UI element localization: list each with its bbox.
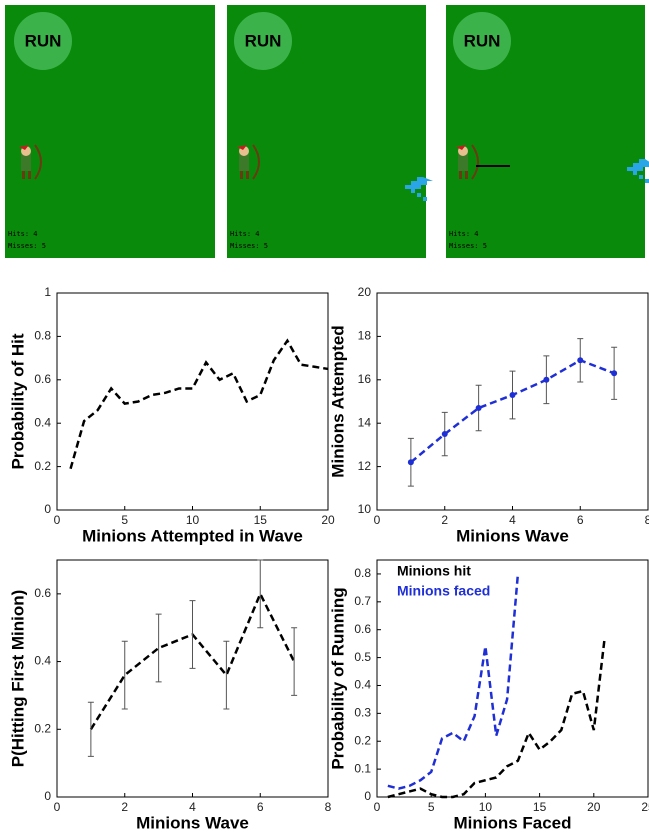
screen: RUN Hits: 4 Misses: 5 (5, 5, 215, 258)
y-tick-label: 0.6 (34, 586, 51, 600)
run-label[interactable]: RUN (245, 31, 282, 50)
data-line (71, 341, 328, 469)
x-tick-label: 2 (121, 800, 128, 814)
x-tick-label: 5 (428, 800, 435, 814)
x-tick-label: 20 (321, 513, 335, 527)
data-point (611, 370, 617, 376)
data-point (510, 392, 516, 398)
figure: RUN Hits: 4 Misses: 5 RUN Hits: 4 Misses… (0, 0, 649, 833)
hits-text: Hits: 4 (230, 230, 260, 238)
y-tick-label: 14 (358, 415, 372, 429)
error-bar (223, 641, 229, 709)
x-tick-label: 2 (441, 513, 448, 527)
y-axis-label: Probability of Running (328, 587, 347, 769)
data-point (577, 357, 583, 363)
y-tick-label: 0.6 (34, 372, 51, 386)
y-tick-label: 0.5 (354, 650, 371, 664)
error-bar (291, 628, 297, 696)
misses-text: Misses: 5 (8, 242, 46, 250)
error-bar (156, 614, 162, 682)
y-tick-label: 0.2 (34, 721, 51, 735)
misses-text: Misses: 5 (449, 242, 487, 250)
data-line (388, 638, 605, 797)
plot-frame (57, 560, 328, 797)
y-tick-label: 0.2 (34, 459, 51, 473)
error-bar (257, 560, 263, 628)
error-bar (190, 601, 196, 669)
run-label[interactable]: RUN (25, 31, 62, 50)
screen: RUN Hits: 4 Misses: 5 (227, 5, 433, 258)
hits-text: Hits: 4 (449, 230, 479, 238)
y-tick-label: 0.6 (354, 622, 371, 636)
x-tick-label: 0 (54, 800, 61, 814)
y-tick-label: 0.3 (354, 706, 371, 720)
x-tick-label: 6 (577, 513, 584, 527)
y-tick-label: 18 (358, 329, 372, 343)
y-axis-label: Minions Attempted (328, 325, 347, 477)
plot-frame (57, 293, 328, 510)
x-tick-label: 4 (189, 800, 196, 814)
y-tick-label: 0 (44, 502, 51, 516)
y-tick-label: 10 (358, 502, 372, 516)
y-tick-label: 0.4 (354, 678, 371, 692)
data-point (408, 459, 414, 465)
data-line (388, 574, 518, 789)
y-tick-label: 0.2 (354, 733, 371, 747)
x-axis-label: Minions Attempted in Wave (82, 526, 303, 545)
y-tick-label: 12 (358, 459, 372, 473)
x-tick-label: 8 (645, 513, 649, 527)
y-axis-label: Probability of Hit (8, 333, 27, 469)
misses-text: Misses: 5 (230, 242, 268, 250)
x-tick-label: 15 (533, 800, 547, 814)
y-tick-label: 0 (44, 789, 51, 803)
x-tick-label: 20 (587, 800, 601, 814)
x-tick-label: 4 (509, 513, 516, 527)
y-tick-label: 0.8 (34, 329, 51, 343)
x-axis-label: Minions Wave (136, 813, 249, 832)
y-tick-label: 20 (358, 285, 372, 299)
data-point (442, 431, 448, 437)
screen: RUN Hits: 4 Misses: 5 (446, 5, 649, 258)
x-tick-label: 15 (254, 513, 268, 527)
error-bar (122, 641, 128, 709)
y-tick-label: 1 (44, 285, 51, 299)
y-tick-label: 0.7 (354, 594, 371, 608)
x-axis-label: Minions Wave (456, 526, 569, 545)
hits-text: Hits: 4 (8, 230, 38, 238)
data-point (543, 377, 549, 383)
y-axis-label: P(Hitting First Minion) (8, 590, 27, 768)
x-tick-label: 0 (54, 513, 61, 527)
x-tick-label: 8 (325, 800, 332, 814)
x-tick-label: 10 (479, 800, 493, 814)
screens: RUN Hits: 4 Misses: 5 RUN Hits: 4 Misses… (5, 5, 649, 258)
y-tick-label: 0.1 (354, 761, 371, 775)
data-point (476, 405, 482, 411)
x-tick-label: 10 (186, 513, 200, 527)
y-tick-label: 0.8 (354, 566, 371, 580)
legend-entry: Minions faced (397, 583, 490, 599)
legend-entry: Minions hit (397, 563, 471, 579)
x-tick-label: 25 (641, 800, 649, 814)
x-tick-label: 0 (374, 513, 381, 527)
x-tick-label: 0 (374, 800, 381, 814)
error-bar (88, 702, 94, 756)
y-tick-label: 0.4 (34, 654, 51, 668)
x-tick-label: 6 (257, 800, 264, 814)
y-tick-label: 0 (364, 789, 371, 803)
x-axis-label: Minions Faced (453, 813, 571, 832)
run-label[interactable]: RUN (464, 31, 501, 50)
y-tick-label: 16 (358, 372, 372, 386)
y-tick-label: 0.4 (34, 415, 51, 429)
x-tick-label: 5 (121, 513, 128, 527)
